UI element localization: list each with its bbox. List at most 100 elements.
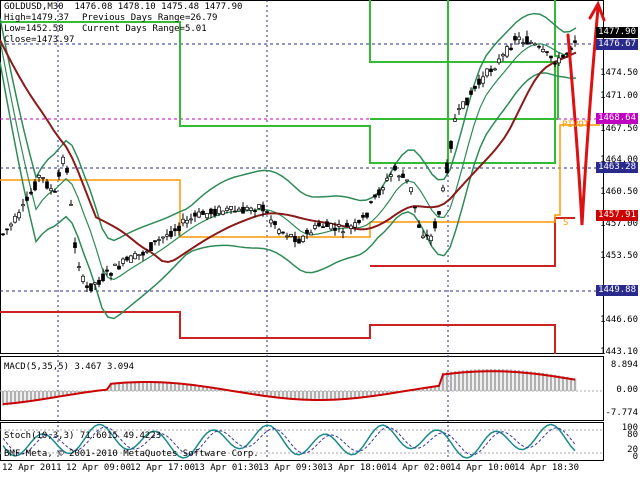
macd-bar xyxy=(29,391,33,403)
candle-body xyxy=(229,206,233,210)
macd-bar xyxy=(429,386,433,391)
bollinger-bands xyxy=(0,12,577,320)
macd-bar xyxy=(265,391,269,397)
support-s-text: S xyxy=(563,218,569,228)
macd-bar xyxy=(317,391,321,401)
macd-bar xyxy=(533,371,537,391)
macd-bar xyxy=(277,391,281,399)
price-tick: 1453.50 xyxy=(600,251,638,261)
low-label: Low= xyxy=(4,24,26,34)
macd-bar xyxy=(333,391,337,401)
candle-body xyxy=(53,191,57,193)
candle-body xyxy=(13,215,17,223)
candle-body xyxy=(189,218,193,221)
close-value: 1473.97 xyxy=(36,35,75,45)
macd-bar xyxy=(365,391,369,398)
candle-body xyxy=(225,207,229,211)
candle-body xyxy=(373,194,377,198)
stoch-tick: 80 xyxy=(627,430,638,440)
chart-symbol: GOLDUSD,M30 1476.08 1478.10 1475.48 1477… xyxy=(4,2,242,13)
macd-bar xyxy=(541,373,545,391)
macd-bar xyxy=(69,391,73,396)
macd-bar xyxy=(169,381,173,391)
red-arrow-annotation xyxy=(566,0,606,226)
stoch-title: Stoch(10,3,3) 71.6015 49.4223 xyxy=(4,431,162,441)
candle-body xyxy=(293,235,297,243)
macd-bar xyxy=(65,391,69,396)
candle-body xyxy=(89,283,93,291)
macd-bar xyxy=(109,383,113,391)
candle-body xyxy=(169,230,173,237)
macd-bar xyxy=(337,391,341,401)
macd-bar xyxy=(205,386,209,391)
macd-bar xyxy=(353,391,357,399)
macd-bar xyxy=(521,370,525,391)
high-label: High= xyxy=(4,13,32,23)
candle-body xyxy=(257,204,261,209)
macd-bar xyxy=(481,369,485,391)
price-tick: 1467.50 xyxy=(600,124,638,134)
macd-bar xyxy=(517,370,521,391)
candle-body xyxy=(409,187,413,193)
macd-bar xyxy=(501,369,505,391)
curr-range-label: Current Days Range= xyxy=(82,24,185,34)
close-info: Close=1473.97 xyxy=(4,35,74,46)
candle-body xyxy=(541,48,545,53)
macd-bar xyxy=(513,369,517,391)
ohlc-values: 1476.08 1478.10 1475.48 1477.90 xyxy=(74,2,243,12)
macd-bar xyxy=(573,378,577,391)
candle-body xyxy=(325,221,329,227)
candle-body xyxy=(105,269,109,272)
copyright-footer: BMF-Meta, © 2001-2010 MetaQuotes Softwar… xyxy=(4,449,259,459)
macd-bar xyxy=(485,369,489,391)
candle-body xyxy=(489,68,493,72)
candle-body xyxy=(217,206,221,214)
time-tick: 12 Apr 09:00 xyxy=(66,463,132,473)
macd-bar xyxy=(261,391,265,397)
macd-bar xyxy=(293,391,297,401)
candle-body xyxy=(65,168,69,173)
macd-bar xyxy=(5,391,9,406)
candle-body xyxy=(5,228,9,231)
macd-bar xyxy=(157,381,161,391)
bollinger-middle xyxy=(0,39,577,281)
macd-bar xyxy=(129,381,133,391)
candle-body xyxy=(573,40,577,43)
macd-bar xyxy=(529,371,533,391)
macd-bar xyxy=(441,372,445,391)
stoch-main-line xyxy=(2,423,576,459)
candle-body xyxy=(305,229,309,234)
macd-bar xyxy=(325,391,329,401)
macd-bar xyxy=(149,381,153,391)
candle-body xyxy=(73,242,77,249)
candle-body xyxy=(537,45,541,48)
candle-body xyxy=(329,223,333,230)
macd-bar xyxy=(421,387,425,391)
price-tag-level: 1476.67 xyxy=(596,39,638,50)
macd-bar xyxy=(357,391,361,399)
candle-body xyxy=(413,206,417,209)
candle-body xyxy=(277,229,281,234)
candle-body xyxy=(101,273,105,282)
macd-bar xyxy=(13,391,17,405)
candle-body xyxy=(57,172,61,177)
macd-bar xyxy=(385,391,389,395)
macd-bar xyxy=(177,382,181,391)
macd-bar xyxy=(165,381,169,391)
candle-body xyxy=(177,225,181,231)
candle-body xyxy=(281,231,285,234)
candle-body xyxy=(301,235,305,242)
candles xyxy=(1,30,577,293)
candle-body xyxy=(377,189,381,196)
candle-body xyxy=(85,285,89,288)
close-label: Close= xyxy=(4,35,37,45)
candle-body xyxy=(405,179,409,182)
macd-bar xyxy=(77,391,81,394)
red-range-lines xyxy=(0,217,575,354)
macd-bar xyxy=(269,391,273,398)
candle-body xyxy=(429,235,433,242)
macd-bar xyxy=(213,387,217,391)
candle-body xyxy=(309,232,313,236)
macd-bar xyxy=(313,391,317,401)
